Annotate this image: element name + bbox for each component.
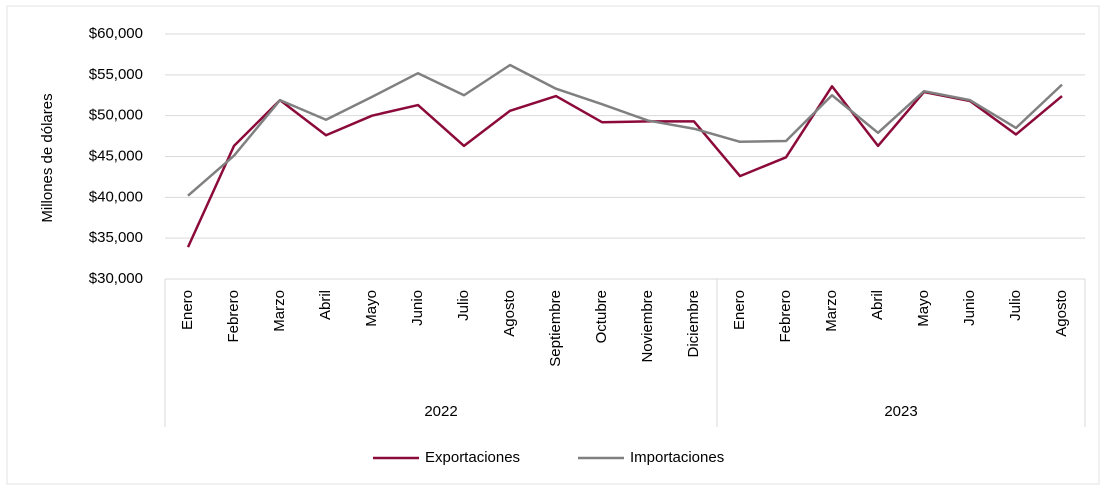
y-tick-label: $50,000: [89, 107, 143, 124]
x-tick-label: Abril: [869, 290, 886, 320]
x-tick-label: Abril: [317, 290, 334, 320]
group-label: 2023: [884, 403, 917, 420]
y-tick-label: $30,000: [89, 270, 143, 287]
x-tick-label: Julio: [1007, 290, 1024, 321]
x-tick-label: Noviembre: [639, 290, 656, 363]
x-tick-label: Enero: [179, 290, 196, 330]
x-tick-label: Mayo: [363, 290, 380, 327]
series-line: [187, 63, 1063, 197]
x-tick-label: Septiembre: [547, 290, 564, 367]
y-tick-label: $35,000: [89, 229, 143, 246]
y-tick-label: $40,000: [89, 188, 143, 205]
x-tick-label: Enero: [731, 290, 748, 330]
x-tick-label: Marzo: [823, 290, 840, 332]
chart-frame: [6, 5, 1100, 485]
x-tick-label: Junio: [409, 290, 426, 326]
x-tick-label: Febrero: [225, 290, 242, 343]
y-tick-label: $60,000: [89, 25, 143, 42]
y-tick-label: $45,000: [89, 147, 143, 164]
x-tick-label: Mayo: [915, 290, 932, 327]
x-tick-label: Marzo: [271, 290, 288, 332]
x-tick-label: Julio: [455, 290, 472, 321]
legend-label: Exportaciones: [425, 449, 520, 466]
x-tick-label: Octubre: [593, 290, 610, 343]
y-tick-label: $55,000: [89, 66, 143, 83]
x-tick-label: Diciembre: [685, 290, 702, 358]
x-tick-label: Agosto: [501, 290, 518, 337]
legend-label: Importaciones: [630, 449, 724, 466]
group-label: 2022: [424, 403, 457, 420]
x-tick-label: Junio: [961, 290, 978, 326]
y-axis-title: Millones de dólares: [39, 93, 56, 222]
x-tick-label: Febrero: [777, 290, 794, 343]
series-line: [186, 85, 1063, 248]
x-tick-label: Agosto: [1053, 290, 1070, 337]
